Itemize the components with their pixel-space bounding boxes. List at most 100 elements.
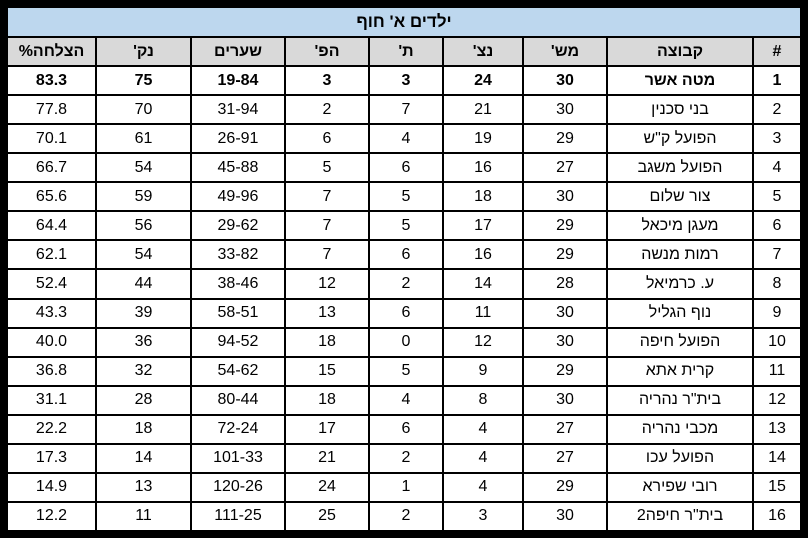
cell-points: 70 (95, 94, 192, 126)
cell-games: 28 (522, 268, 608, 300)
cell-games: 29 (522, 239, 608, 271)
table-row: 4 הפועל משגב 27 16 6 5 45-88 54 66.7 (6, 152, 802, 184)
cell-games: 29 (522, 471, 608, 503)
cell-losses: 18 (284, 326, 370, 358)
table-title: ילדים א' חוף (6, 6, 802, 38)
cell-games: 30 (522, 500, 608, 533)
cell-points: 59 (95, 181, 192, 213)
cell-success: 70.1 (6, 123, 97, 155)
cell-success: 52.4 (6, 268, 97, 300)
cell-draws: 4 (368, 384, 444, 416)
cell-games: 29 (522, 210, 608, 242)
cell-rank: 15 (752, 471, 802, 503)
cell-wins: 16 (442, 152, 524, 184)
cell-points: 44 (95, 268, 192, 300)
cell-rank: 14 (752, 442, 802, 474)
cell-goals: 120-26 (190, 471, 286, 503)
cell-wins: 21 (442, 94, 524, 126)
cell-goals: 72-24 (190, 413, 286, 445)
table-row: 2 בני סכנין 30 21 7 2 31-94 70 77.8 (6, 94, 802, 126)
cell-rank: 7 (752, 239, 802, 271)
cell-team: הפועל עכו (606, 442, 754, 474)
cell-losses: 12 (284, 268, 370, 300)
cell-success: 17.3 (6, 442, 97, 474)
cell-games: 30 (522, 64, 608, 97)
cell-losses: 21 (284, 442, 370, 474)
cell-goals: 29-62 (190, 210, 286, 242)
cell-games: 27 (522, 413, 608, 445)
cell-games: 29 (522, 355, 608, 387)
cell-team: הפועל ק"ש (606, 123, 754, 155)
cell-rank: 1 (752, 64, 802, 97)
cell-wins: 8 (442, 384, 524, 416)
cell-rank: 4 (752, 152, 802, 184)
cell-points: 32 (95, 355, 192, 387)
cell-wins: 3 (442, 500, 524, 533)
cell-points: 18 (95, 413, 192, 445)
cell-goals: 26-91 (190, 123, 286, 155)
cell-points: 54 (95, 239, 192, 271)
cell-goals: 94-52 (190, 326, 286, 358)
cell-success: 83.3 (6, 64, 97, 97)
cell-goals: 58-51 (190, 297, 286, 329)
cell-goals: 31-94 (190, 94, 286, 126)
table-row: 5 צור שלום 30 18 5 7 49-96 59 65.6 (6, 181, 802, 213)
cell-success: 66.7 (6, 152, 97, 184)
cell-success: 40.0 (6, 326, 97, 358)
cell-draws: 6 (368, 413, 444, 445)
cell-team: מכבי נהריה (606, 413, 754, 445)
cell-losses: 24 (284, 471, 370, 503)
table-row: 7 רמות מנשה 29 16 6 7 33-82 54 62.1 (6, 239, 802, 271)
cell-rank: 9 (752, 297, 802, 329)
cell-team: רובי שפירא (606, 471, 754, 503)
cell-draws: 5 (368, 181, 444, 213)
cell-success: 65.6 (6, 181, 97, 213)
cell-games: 30 (522, 326, 608, 358)
column-header-rank: # (752, 36, 802, 67)
cell-losses: 13 (284, 297, 370, 329)
cell-games: 27 (522, 152, 608, 184)
cell-draws: 3 (368, 64, 444, 97)
cell-team: רמות מנשה (606, 239, 754, 271)
cell-draws: 5 (368, 355, 444, 387)
cell-losses: 18 (284, 384, 370, 416)
cell-wins: 4 (442, 413, 524, 445)
cell-goals: 38-46 (190, 268, 286, 300)
cell-success: 62.1 (6, 239, 97, 271)
cell-success: 14.9 (6, 471, 97, 503)
cell-rank: 5 (752, 181, 802, 213)
cell-wins: 4 (442, 471, 524, 503)
table-row: 16 בית"ר חיפה2 30 3 2 25 111-25 11 12.2 (6, 500, 802, 533)
cell-points: 13 (95, 471, 192, 503)
cell-goals: 101-33 (190, 442, 286, 474)
column-header-goals: שערים (190, 36, 286, 67)
cell-team: מעגן מיכאל (606, 210, 754, 242)
league-standings-table: ילדים א' חוף # קבוצה מש' נצ' ת' הפ' שערים נק' הצ… (6, 6, 802, 533)
cell-wins: 11 (442, 297, 524, 329)
cell-points: 75 (95, 64, 192, 97)
cell-draws: 6 (368, 297, 444, 329)
cell-losses: 2 (284, 94, 370, 126)
cell-points: 28 (95, 384, 192, 416)
cell-team: בית"ר חיפה2 (606, 500, 754, 533)
table-row: 15 רובי שפירא 29 4 1 24 120-26 13 14.9 (6, 471, 802, 503)
column-header-wins: נצ' (442, 36, 524, 67)
cell-draws: 5 (368, 210, 444, 242)
table-row: 6 מעגן מיכאל 29 17 5 7 29-62 56 64.4 (6, 210, 802, 242)
cell-success: 77.8 (6, 94, 97, 126)
cell-goals: 111-25 (190, 500, 286, 533)
cell-goals: 45-88 (190, 152, 286, 184)
cell-points: 11 (95, 500, 192, 533)
cell-draws: 4 (368, 123, 444, 155)
table-row: 13 מכבי נהריה 27 4 6 17 72-24 18 22.2 (6, 413, 802, 445)
cell-team: צור שלום (606, 181, 754, 213)
cell-draws: 0 (368, 326, 444, 358)
table-row: 3 הפועל ק"ש 29 19 4 6 26-91 61 70.1 (6, 123, 802, 155)
cell-team: נוף הגליל (606, 297, 754, 329)
header-row: # קבוצה מש' נצ' ת' הפ' שערים נק' הצלחה% (6, 36, 802, 67)
cell-team: הפועל משגב (606, 152, 754, 184)
cell-points: 61 (95, 123, 192, 155)
cell-games: 30 (522, 384, 608, 416)
cell-rank: 2 (752, 94, 802, 126)
cell-draws: 2 (368, 268, 444, 300)
